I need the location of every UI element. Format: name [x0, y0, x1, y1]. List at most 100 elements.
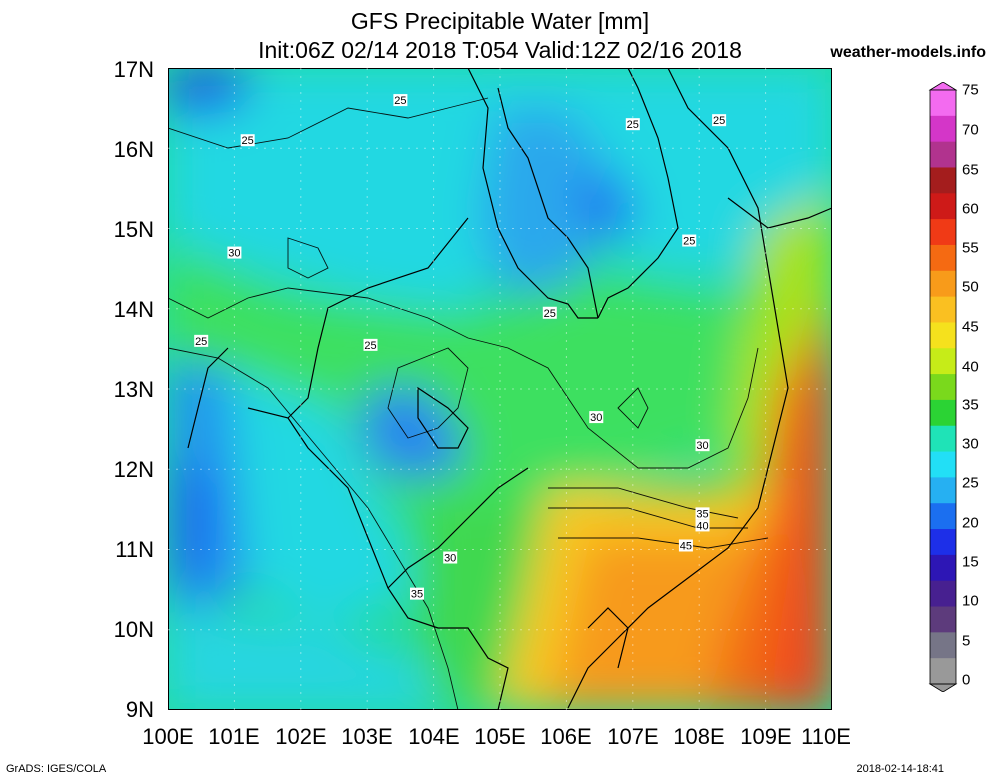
contour-label-bg — [695, 519, 710, 532]
contour-label: 35 — [411, 589, 423, 601]
contour-label: 25 — [627, 119, 639, 131]
contour-label-bg — [695, 439, 710, 452]
lat-tick-label: 9N — [125, 697, 154, 722]
lat-tick-label: 11N — [115, 537, 154, 562]
contour-label-bg — [194, 334, 209, 347]
contour-label-bg — [363, 338, 378, 351]
colorbar-frame — [929, 89, 957, 685]
colorbar-label: 40 — [962, 358, 979, 376]
lon-tick-label: 103E — [341, 724, 393, 749]
colorbar-swatch — [930, 296, 956, 323]
contour-label-bg — [443, 551, 458, 564]
colorbar-top-arrow — [928, 82, 958, 91]
contour-label: 45 — [680, 540, 692, 552]
colorbar-swatch — [930, 658, 956, 685]
colorbar-swatch — [930, 167, 956, 194]
colorbar-swatch — [930, 270, 956, 298]
colorbar-label: 10 — [962, 592, 979, 610]
colorbar-swatch — [930, 115, 956, 143]
lat-tick-label: 14N — [113, 297, 154, 322]
colorbar-bottom-arrow — [928, 683, 958, 692]
map-title: GFS Precipitable Water [mm] — [350, 8, 650, 34]
colorbar-label: 45 — [962, 318, 979, 336]
colorbar-label: 5 — [962, 632, 971, 650]
footer-credit: GrADS: IGES/COLA — [6, 763, 107, 775]
lat-tick-label: 17N — [113, 57, 154, 82]
lat-tick-label: 12N — [113, 457, 154, 482]
contour-label: 30 — [696, 440, 708, 452]
contour-label-bg — [542, 306, 557, 319]
lon-tick-label: 110E — [801, 724, 851, 749]
colorbar-label: 70 — [962, 121, 979, 139]
contour-label-bg — [678, 539, 693, 552]
contour-lines — [168, 97, 769, 710]
colorbar-swatch — [930, 477, 956, 504]
contour-label-bg — [625, 118, 640, 131]
colorbar-swatch — [930, 244, 956, 272]
colorbar-swatch — [930, 503, 956, 530]
lat-tick-label: 10N — [113, 617, 154, 642]
colorbar-swatch — [930, 374, 956, 401]
coastlines-borders — [187, 68, 832, 710]
footer-timestamp: 2018-02-14-18:41 — [856, 763, 944, 775]
contour-label-bg — [589, 411, 604, 424]
colorbar-swatch — [930, 580, 956, 608]
colorbar-swatch — [930, 219, 956, 246]
colorbar-swatch — [930, 90, 956, 117]
colorbar-swatch — [930, 606, 956, 633]
colorbar-label: 25 — [962, 474, 979, 492]
colorbar-label: 35 — [962, 396, 979, 414]
contour-label: 25 — [195, 336, 207, 348]
colorbar-swatch — [930, 554, 956, 582]
contour-label: 25 — [544, 308, 556, 320]
lon-tick-label: 101E — [208, 724, 260, 749]
colorbar-label: 60 — [962, 200, 979, 218]
contour-label: 25 — [364, 340, 376, 352]
colorbar-swatch — [930, 141, 956, 168]
contour-label: 30 — [590, 412, 602, 424]
contour-label-bg — [410, 587, 424, 600]
colorbar-swatch — [930, 193, 956, 220]
graticule — [168, 68, 832, 710]
contour-label-bg — [240, 134, 255, 147]
colorbar-label: 20 — [962, 514, 979, 532]
contour-label: 25 — [242, 135, 254, 147]
contour-label: 25 — [713, 115, 725, 127]
lon-tick-label: 100E — [142, 724, 194, 749]
contour-label-bg — [393, 94, 408, 107]
lon-tick-label: 104E — [408, 724, 460, 749]
colorbar-swatch — [930, 348, 956, 375]
colorbar-label: 50 — [962, 278, 979, 296]
map-frame — [168, 68, 832, 710]
colorbar-swatch — [930, 529, 956, 556]
contour-label-bg — [695, 507, 710, 520]
colorbar-label: 30 — [962, 435, 979, 453]
map-subtitle: Init:06Z 02/14 2018 T:054 Valid:12Z 02/1… — [258, 37, 742, 63]
lat-tick-label: 13N — [113, 377, 154, 402]
lon-tick-label: 102E — [275, 724, 327, 749]
colorbar-label: 75 — [962, 81, 979, 99]
colorbar-swatch — [930, 632, 956, 659]
colorbar-label: 65 — [962, 161, 979, 179]
colorbar — [928, 82, 958, 692]
contour-label: 30 — [444, 553, 456, 565]
colorbar-label: 55 — [962, 239, 979, 257]
lat-tick-label: 16N — [113, 137, 154, 162]
contour-label-bg — [712, 114, 727, 127]
colorbar-swatch — [930, 399, 956, 427]
contour-label-bg — [682, 234, 697, 247]
colorbar-swatch — [930, 322, 956, 349]
lon-tick-label: 107E — [607, 724, 659, 749]
pw-field — [168, 68, 832, 710]
contour-label: 35 — [696, 508, 708, 520]
colorbar-swatch — [930, 425, 956, 453]
lat-tick-label: 15N — [113, 217, 154, 242]
site-label: weather-models.info — [830, 44, 986, 61]
colorbar-swatch — [930, 451, 956, 478]
colorbar-label: 15 — [962, 553, 979, 571]
lon-tick-label: 109E — [740, 724, 792, 749]
lon-tick-label: 108E — [673, 724, 725, 749]
lon-tick-label: 105E — [474, 724, 526, 749]
